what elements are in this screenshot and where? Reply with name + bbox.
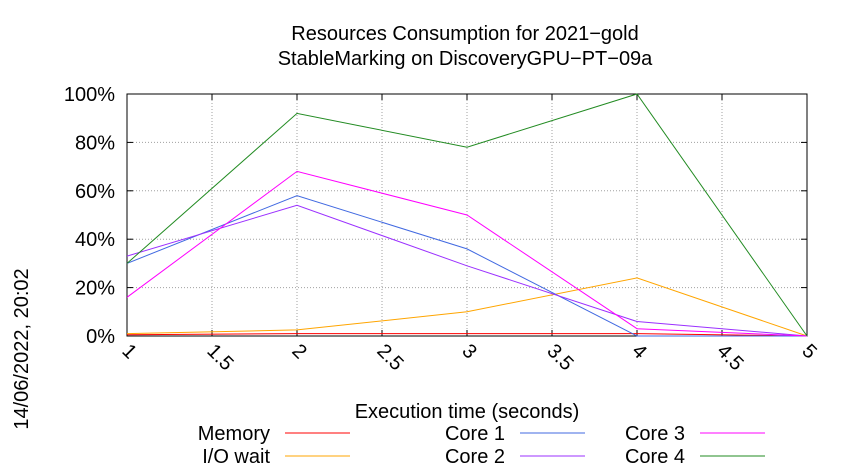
x-tick-label: 1.5 — [202, 340, 237, 375]
chart-subtitle: StableMarking on DiscoveryGPU−PT−09a — [278, 48, 653, 70]
series-line-core-1 — [126, 195, 807, 337]
series-line-core-4 — [126, 93, 808, 337]
series-line-i-o-wait — [126, 277, 808, 337]
x-tick-label: 3.5 — [542, 340, 577, 375]
y-tick-label: 60% — [75, 181, 115, 203]
legend-label: Memory — [198, 423, 270, 445]
y-tick-label: 100% — [64, 84, 115, 106]
x-tick-label: 5 — [797, 340, 820, 363]
x-tick-label: 4 — [627, 340, 650, 363]
y-tick-label: 20% — [75, 278, 115, 300]
chart-title: Resources Consumption for 2021−gold — [291, 23, 638, 45]
series-lines — [126, 93, 808, 337]
legend-label: Core 1 — [445, 423, 505, 445]
legend-label: Core 4 — [625, 446, 685, 468]
x-axis-label: Execution time (seconds) — [355, 401, 580, 423]
y-tick-label: 40% — [75, 229, 115, 251]
series-line-core-2 — [126, 204, 808, 337]
y-tick-label: 0% — [86, 326, 115, 348]
series-line-core-3 — [126, 170, 808, 337]
x-tick-label: 3 — [457, 340, 480, 363]
y-tick-label: 80% — [75, 132, 115, 154]
x-tick-label: 2.5 — [372, 340, 407, 375]
x-tick-label: 2 — [287, 340, 310, 363]
legend-label: Core 3 — [625, 423, 685, 445]
series-line-memory — [126, 333, 808, 337]
x-tick-label: 4.5 — [712, 340, 747, 375]
timestamp-label: 14/06/2022, 20:02 — [11, 268, 33, 429]
legend-label: I/O wait — [202, 446, 270, 468]
x-tick-label: 1 — [117, 340, 140, 363]
legend-label: Core 2 — [445, 446, 505, 468]
